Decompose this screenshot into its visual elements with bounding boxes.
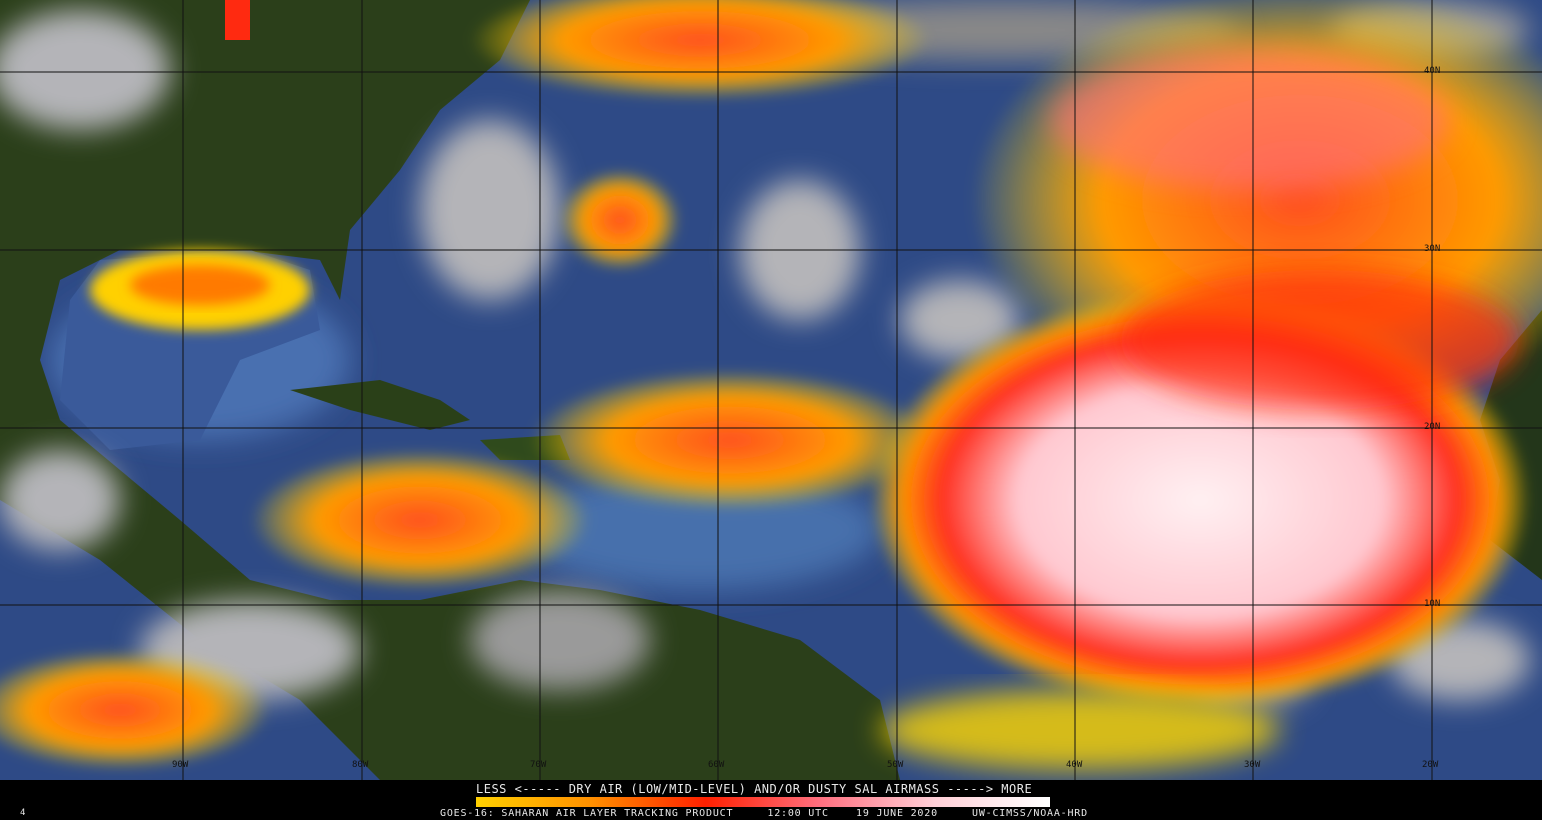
lon-label-70w: 70W: [530, 760, 547, 770]
lat-label-20n: 20N: [1424, 422, 1441, 432]
lon-label-80w: 80W: [352, 760, 369, 770]
lon-label-90w: 90W: [172, 760, 189, 770]
lon-label-40w: 40W: [1066, 760, 1083, 770]
lat-label-10n: 10N: [1424, 599, 1441, 609]
corner-mark: 4: [20, 808, 26, 818]
lon-label-30w: 30W: [1244, 760, 1261, 770]
lat-lon-grid: [0, 0, 1542, 780]
lon-label-20w: 20W: [1422, 760, 1439, 770]
legend-title: LESS <----- DRY AIR (LOW/MID-LEVEL) AND/…: [476, 782, 1033, 796]
colorbar: [476, 797, 1050, 807]
product-credit-line: GOES-16: SAHARAN AIR LAYER TRACKING PROD…: [440, 808, 1088, 819]
satellite-map: [0, 0, 1542, 780]
lat-label-40n: 40N: [1424, 66, 1441, 76]
lon-label-50w: 50W: [887, 760, 904, 770]
lon-label-60w: 60W: [708, 760, 725, 770]
lat-label-30n: 30N: [1424, 244, 1441, 254]
